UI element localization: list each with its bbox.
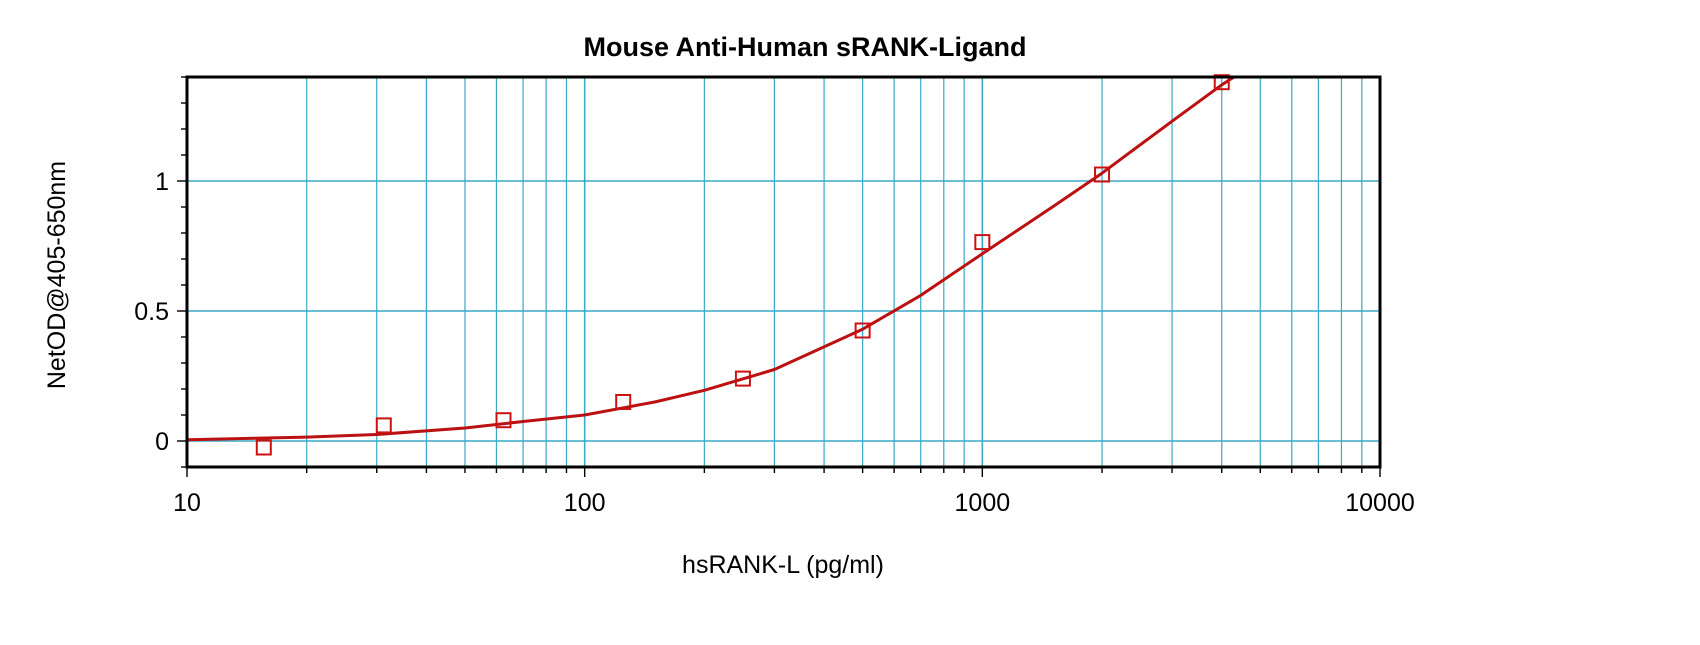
data-point <box>1213 74 1230 91</box>
x-tick-label: 10 <box>173 489 201 517</box>
chart-title: Mouse Anti-Human sRANK-Ligand <box>584 32 1027 62</box>
tick-label-layer: 10 100 1000 10000 0 0.5 1 <box>134 168 1415 517</box>
fit-curve <box>187 77 1237 442</box>
y-tick-label: 0 <box>155 428 169 456</box>
data-point <box>375 417 392 434</box>
curve-layer <box>187 77 1237 442</box>
plot-frame <box>185 75 1382 469</box>
y-tick-label: 1 <box>155 168 169 196</box>
y-axis-label: NetOD@405-650nm <box>43 161 71 389</box>
data-point <box>1094 166 1111 183</box>
data-point <box>854 322 871 339</box>
y-tick-label: 0.5 <box>134 298 169 326</box>
x-tick-label: 1000 <box>955 489 1011 517</box>
data-point <box>974 234 991 251</box>
points-layer <box>255 74 1230 456</box>
data-point <box>255 439 272 456</box>
x-tick-label: 100 <box>564 489 606 517</box>
data-point <box>615 394 632 410</box>
tick-layer <box>177 76 1381 477</box>
data-point <box>495 412 512 429</box>
data-point <box>734 370 751 387</box>
x-axis-label: hsRANK-L (pg/ml) <box>682 551 884 579</box>
x-tick-label: 10000 <box>1345 489 1415 517</box>
grid-layer <box>187 77 1380 467</box>
